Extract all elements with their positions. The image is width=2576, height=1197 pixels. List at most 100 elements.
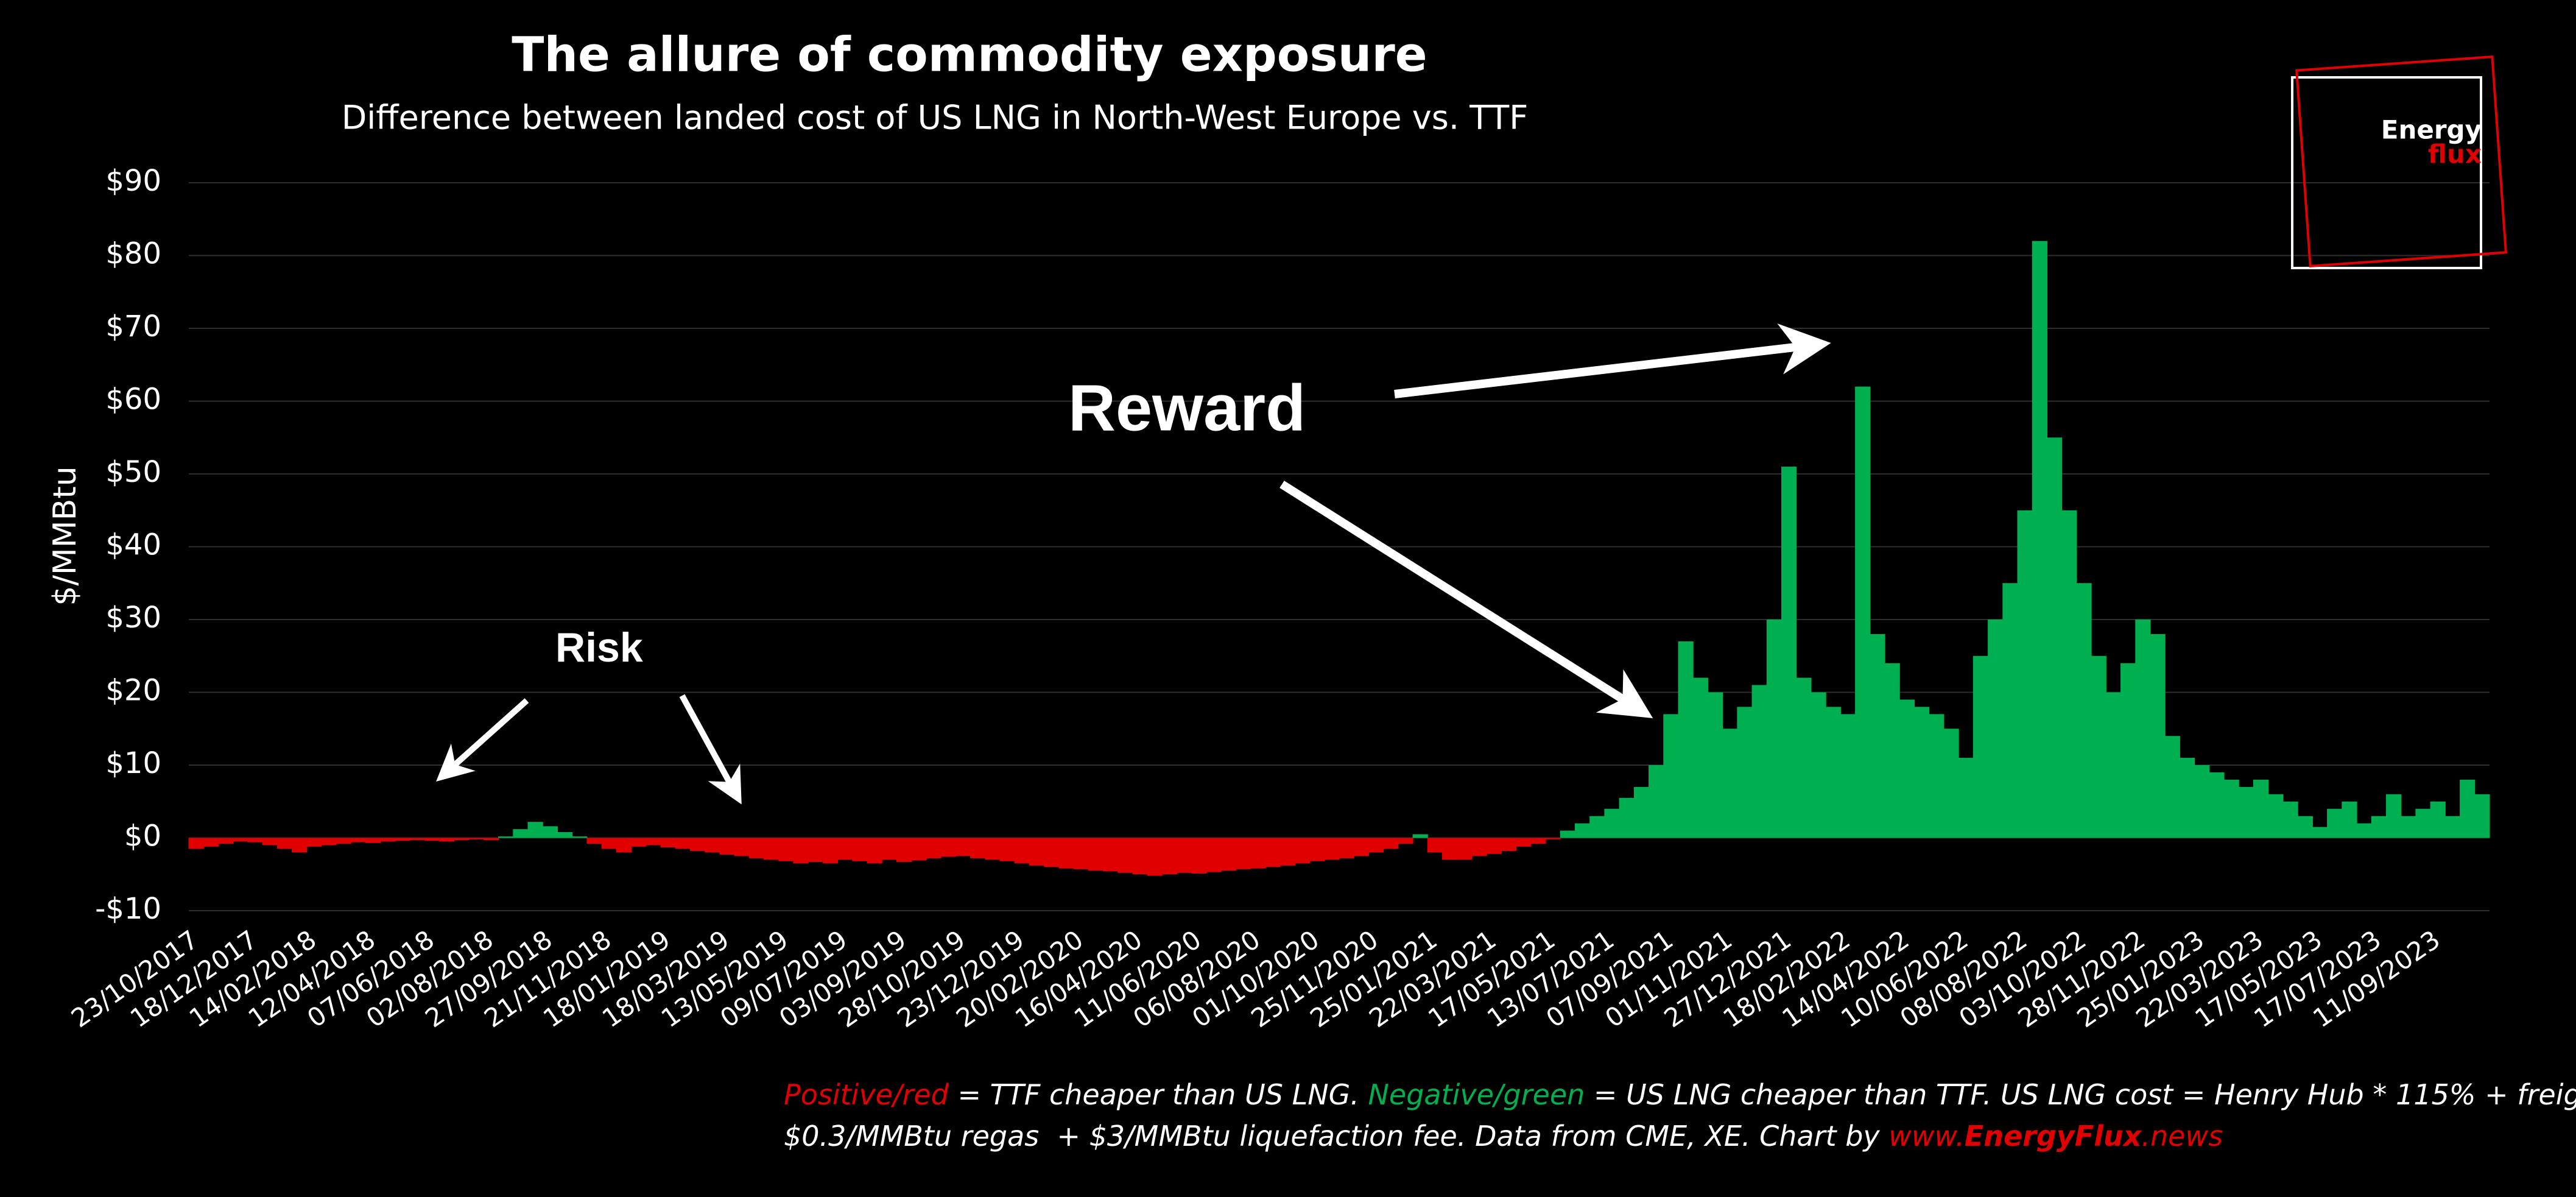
- bar: [2253, 779, 2269, 838]
- bar: [955, 838, 971, 856]
- bar: [1294, 838, 1311, 864]
- bar: [1353, 838, 1369, 856]
- bar: [852, 838, 868, 861]
- y-tick-label: $10: [105, 746, 161, 780]
- bar: [1914, 707, 1930, 838]
- footnote-part: .news: [2141, 1120, 2223, 1153]
- bar: [1633, 786, 1650, 838]
- bar: [1206, 838, 1222, 872]
- footnote-part: Positive/red: [784, 1078, 949, 1111]
- bar: [1191, 838, 1207, 874]
- bar: [1398, 838, 1413, 844]
- bar: [705, 838, 720, 853]
- bar: [527, 822, 543, 838]
- bar: [1722, 729, 1738, 838]
- bar: [2312, 827, 2328, 838]
- bar: [764, 838, 779, 860]
- bar: [2135, 620, 2151, 838]
- bar: [1014, 838, 1030, 864]
- bar: [631, 838, 647, 847]
- bar: [1309, 838, 1325, 861]
- bar: [2430, 801, 2446, 838]
- bar: [1560, 830, 1575, 838]
- bar: [262, 838, 278, 846]
- bar: [217, 838, 234, 844]
- footnote-part: = TTF cheaper than US LNG.: [949, 1078, 1368, 1111]
- y-tick-label: -$10: [95, 892, 161, 926]
- footnote: $0.3/MMBtu regas + $3/MMBtu liquefaction…: [784, 1120, 2223, 1153]
- bar: [586, 838, 602, 844]
- bar: [1781, 467, 1797, 838]
- bar: [1516, 838, 1532, 847]
- bar: [1811, 692, 1826, 838]
- footnote-part: $0.3/MMBtu regas + $3/MMBtu liquefaction…: [784, 1120, 1888, 1153]
- bars: [188, 241, 2490, 876]
- bar: [2444, 816, 2461, 838]
- bar: [1678, 641, 1694, 838]
- bar: [336, 838, 351, 844]
- bar: [1604, 808, 1620, 838]
- bar: [778, 838, 794, 861]
- bar: [1486, 838, 1502, 854]
- bar: [2179, 758, 2195, 838]
- y-tick-label: $70: [105, 309, 161, 344]
- bar: [1870, 634, 1885, 838]
- bar: [1368, 838, 1384, 853]
- y-tick-label: $40: [105, 528, 161, 562]
- bar: [1088, 838, 1104, 871]
- bar: [454, 838, 470, 841]
- bar: [1796, 677, 1812, 838]
- bar: [985, 838, 1001, 860]
- bar: [822, 838, 839, 864]
- bar: [940, 838, 956, 857]
- bar: [1972, 655, 1989, 838]
- bar: [1692, 677, 1708, 838]
- bar: [616, 838, 632, 853]
- y-axis-label: $/MMBtu: [47, 466, 83, 606]
- bar: [1103, 838, 1119, 872]
- bar: [2105, 692, 2122, 838]
- logo-text: Energy: [2381, 115, 2482, 145]
- bar: [1958, 758, 1974, 838]
- annotation: Risk: [555, 624, 643, 671]
- bar: [2474, 794, 2490, 838]
- bar: [1825, 707, 1841, 838]
- bar: [2164, 736, 2180, 838]
- bar: [498, 836, 514, 838]
- y-tick-label: $60: [105, 383, 161, 417]
- bar: [1943, 729, 1959, 838]
- footnote-part: = US LNG cheaper than TTF. US LNG cost =…: [1585, 1078, 2576, 1111]
- bar: [468, 838, 484, 839]
- bar: [1751, 685, 1767, 838]
- bar: [2061, 510, 2077, 838]
- bar: [2076, 583, 2092, 838]
- y-tick-label: $90: [105, 164, 161, 198]
- bar: [748, 838, 764, 858]
- logo-frame: [2291, 76, 2482, 269]
- bar: [1737, 707, 1753, 838]
- bar: [1265, 838, 1281, 867]
- bar: [734, 838, 750, 856]
- bar: [395, 838, 410, 841]
- bar: [1884, 663, 1900, 838]
- bar: [2282, 801, 2298, 838]
- bar: [660, 838, 676, 848]
- bar: [483, 838, 499, 841]
- chart-subtitle: Difference between landed cost of US LNG…: [342, 99, 1529, 137]
- bar: [557, 832, 573, 838]
- bar: [188, 838, 204, 849]
- bar: [2194, 765, 2210, 838]
- bar: [1132, 838, 1148, 875]
- bar: [1427, 838, 1443, 853]
- logo-frame: [2295, 55, 2507, 267]
- bar: [867, 838, 882, 864]
- bar: [321, 838, 337, 846]
- bar: [808, 838, 823, 862]
- bar: [1855, 386, 1871, 838]
- bar: [2401, 816, 2416, 838]
- bar: [1619, 797, 1635, 838]
- logo-text: flux: [2428, 139, 2482, 169]
- bar: [2120, 663, 2136, 838]
- bar: [247, 838, 263, 842]
